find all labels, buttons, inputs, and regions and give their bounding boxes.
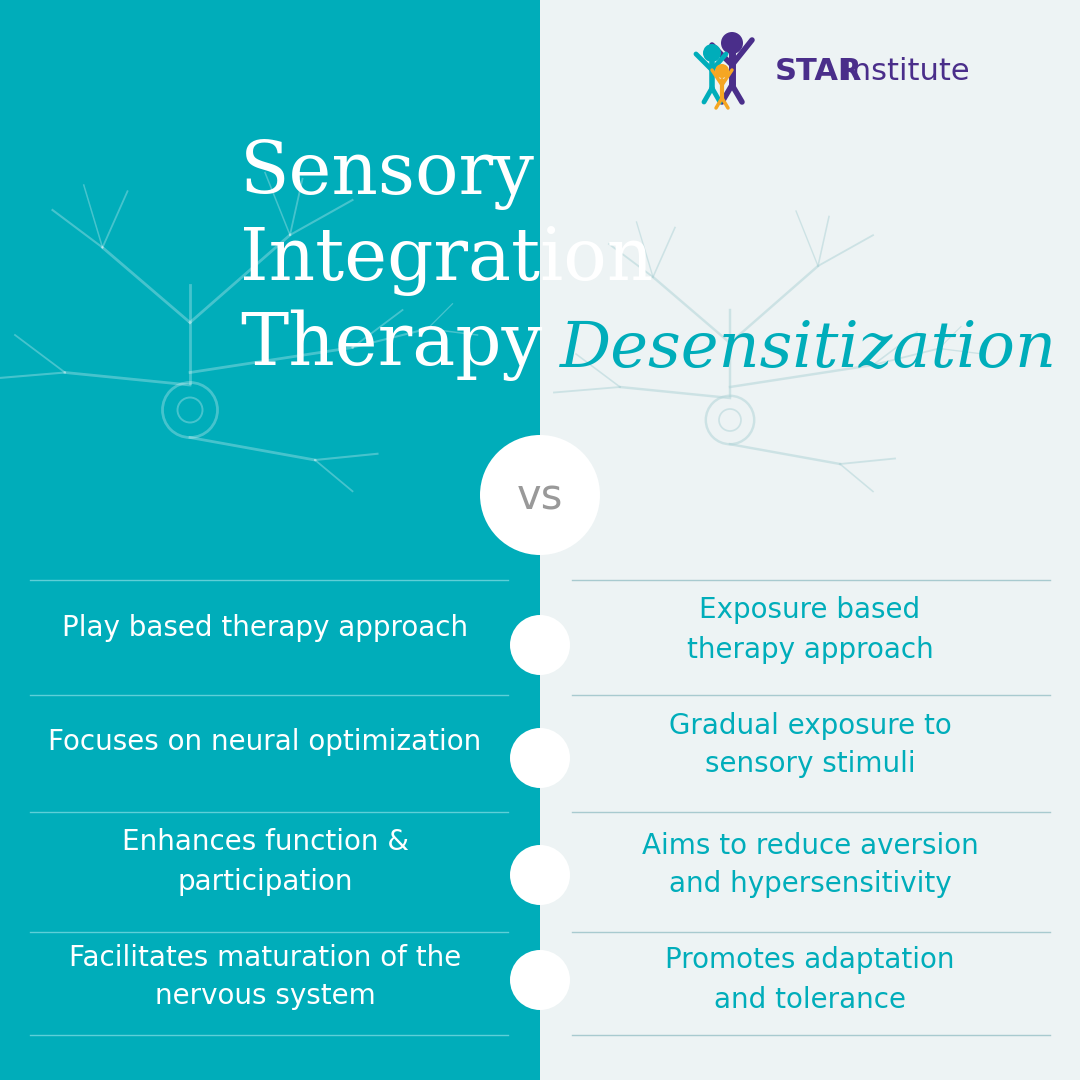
Circle shape [510,845,570,905]
Text: vs: vs [517,476,563,518]
Circle shape [510,728,570,788]
Circle shape [715,64,729,78]
Text: Facilitates maturation of the
nervous system: Facilitates maturation of the nervous sy… [69,944,461,1011]
Circle shape [721,32,743,54]
Text: STAR: STAR [775,57,863,86]
Circle shape [510,950,570,1010]
Text: Sensory
Integration
Therapy: Sensory Integration Therapy [240,139,653,381]
Circle shape [480,435,600,555]
Text: Focuses on neural optimization: Focuses on neural optimization [49,728,482,756]
Bar [0,0,540,1080]
Text: Institute: Institute [833,57,970,86]
Circle shape [510,615,570,675]
Text: Desensitization: Desensitization [561,320,1057,381]
Text: Play based therapy approach: Play based therapy approach [62,615,468,642]
Text: Exposure based
therapy approach: Exposure based therapy approach [687,596,933,663]
Text: Promotes adaptation
and tolerance: Promotes adaptation and tolerance [665,946,955,1013]
Bar [540,0,1080,1080]
Text: Aims to reduce aversion
and hypersensitivity: Aims to reduce aversion and hypersensiti… [642,832,978,899]
Text: Enhances function &
participation: Enhances function & participation [121,828,408,895]
Circle shape [703,44,721,62]
Text: Gradual exposure to
sensory stimuli: Gradual exposure to sensory stimuli [669,712,951,779]
